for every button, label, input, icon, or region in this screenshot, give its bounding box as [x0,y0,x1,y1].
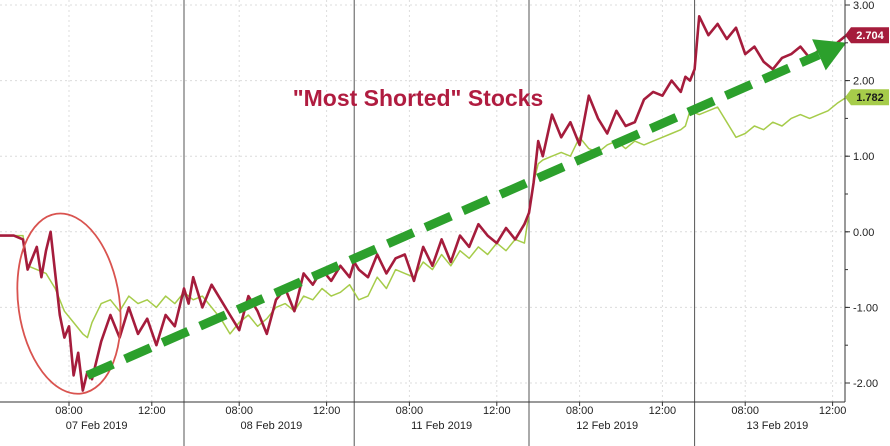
x-tick-label: 08:00 [225,405,253,417]
axis-layer: 3.00 2.00 1.00 0.00 -1.00 -2.00 08:00 12:00 08:0… [0,0,889,432]
x-tick-label: 12:00 [313,405,341,417]
trend-arrow-shaft [85,50,821,380]
x-tick-label: 12:00 [483,405,511,417]
y-tick-label: 2.00 [853,76,874,88]
y-tick-label: 1.00 [853,151,874,163]
annotation-layer [16,39,847,395]
x-date-label: 13 Feb 2019 [747,420,809,432]
x-tick-label: 08:00 [731,405,759,417]
x-tick-label: 12:00 [819,405,847,417]
chart-title: "Most Shorted" Stocks [293,85,544,111]
x-date-label: 12 Feb 2019 [576,420,638,432]
x-tick-label: 08:00 [396,405,424,417]
trend-arrow-head [812,39,847,71]
y-tick-label: 0.00 [853,227,874,239]
y-tick-label: -2.00 [853,378,878,390]
x-tick-label: 12:00 [649,405,677,417]
last-value-badge-label: 2.704 [856,30,884,42]
series-layer [0,14,848,392]
x-date-label: 08 Feb 2019 [241,420,303,432]
session-breaks [183,0,696,446]
series-line-most-shorted [0,14,848,392]
grid-layer [0,0,845,402]
x-tick-label: 12:00 [138,405,166,417]
last-value-badge-label: 1.782 [856,92,884,104]
last-value-badge-bg [845,89,889,106]
last-value-badge: 2.704 [845,27,889,44]
last-value-badge-bg [845,27,889,44]
y-tick-label: -1.00 [853,302,878,314]
x-date-label: 07 Feb 2019 [66,420,128,432]
last-value-badge: 1.782 [845,89,889,106]
x-tick-label: 08:00 [566,405,594,417]
x-date-label: 11 Feb 2019 [411,420,472,432]
y-tick-label: 3.00 [853,0,874,12]
highlight-ellipse [16,212,122,395]
x-tick-label: 08:00 [55,405,83,417]
series-line-benchmark [0,96,847,339]
